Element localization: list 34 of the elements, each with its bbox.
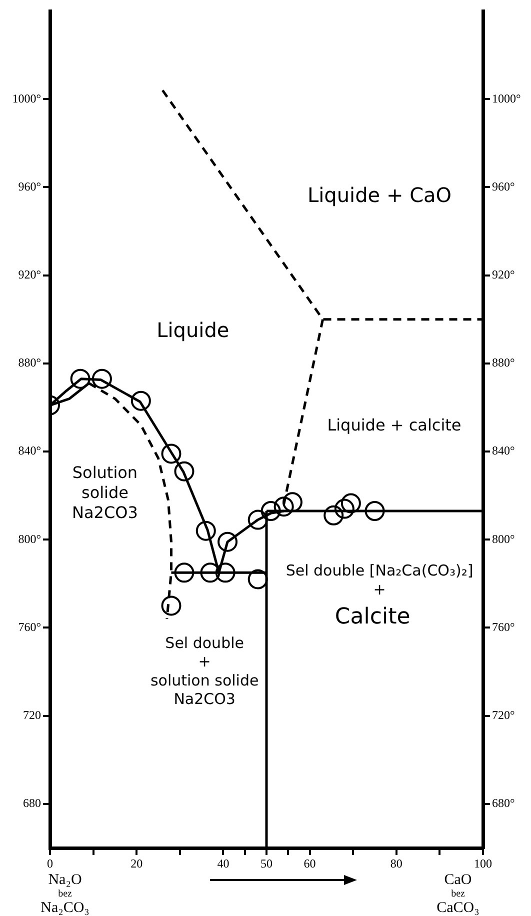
y2-tick-label: 920° <box>492 267 515 282</box>
annotation: Liquide + CaO <box>307 183 452 208</box>
annotation: Liquide + calcite <box>327 415 462 434</box>
y2-tick-label: 760° <box>492 620 515 634</box>
x-tick-label: 40 <box>217 856 230 870</box>
annotation: Solution solide Na2CO3 <box>72 463 138 522</box>
y2-tick-label: 720° <box>492 708 515 722</box>
y-tick-label: 760° <box>18 620 42 634</box>
y-tick-label: 720 <box>23 708 41 722</box>
text: CaO bez CaCO₃ <box>436 872 480 916</box>
y-tick-label: 960° <box>18 179 42 194</box>
text: Na₂O bez Na₂CO₃ <box>40 872 90 916</box>
x-tick-label: 100 <box>474 856 492 870</box>
x-tick-label: 20 <box>130 856 143 870</box>
y2-tick-label: 840° <box>492 444 515 458</box>
x-tick-label: 0 <box>47 856 53 870</box>
y2-tick-label: 680° <box>492 796 515 810</box>
annotation: Calcite <box>334 604 410 630</box>
y2-tick-label: 1000° <box>492 91 521 106</box>
annotation: Liquide <box>156 318 230 342</box>
annotation: Sel double [Na₂Ca(CO₃)₂] + <box>286 562 474 598</box>
y-tick-label: 840° <box>18 444 42 458</box>
x-tick-label: 60 <box>304 856 316 870</box>
y2-tick-label: 960° <box>492 179 515 194</box>
y-tick-label: 920° <box>18 267 42 282</box>
y2-tick-label: 880° <box>492 356 515 370</box>
y-tick-label: 800° <box>18 532 42 546</box>
y-tick-label: 680 <box>23 796 41 810</box>
y-tick-label: 1000° <box>12 91 42 106</box>
y-tick-label: 880° <box>18 356 42 370</box>
x-tick-label: 80 <box>390 856 402 870</box>
annotation: Sel double + solution solide Na2CO3 <box>150 634 259 708</box>
y2-tick-label: 800° <box>492 532 515 546</box>
x-tick-label: 50 <box>260 856 272 870</box>
